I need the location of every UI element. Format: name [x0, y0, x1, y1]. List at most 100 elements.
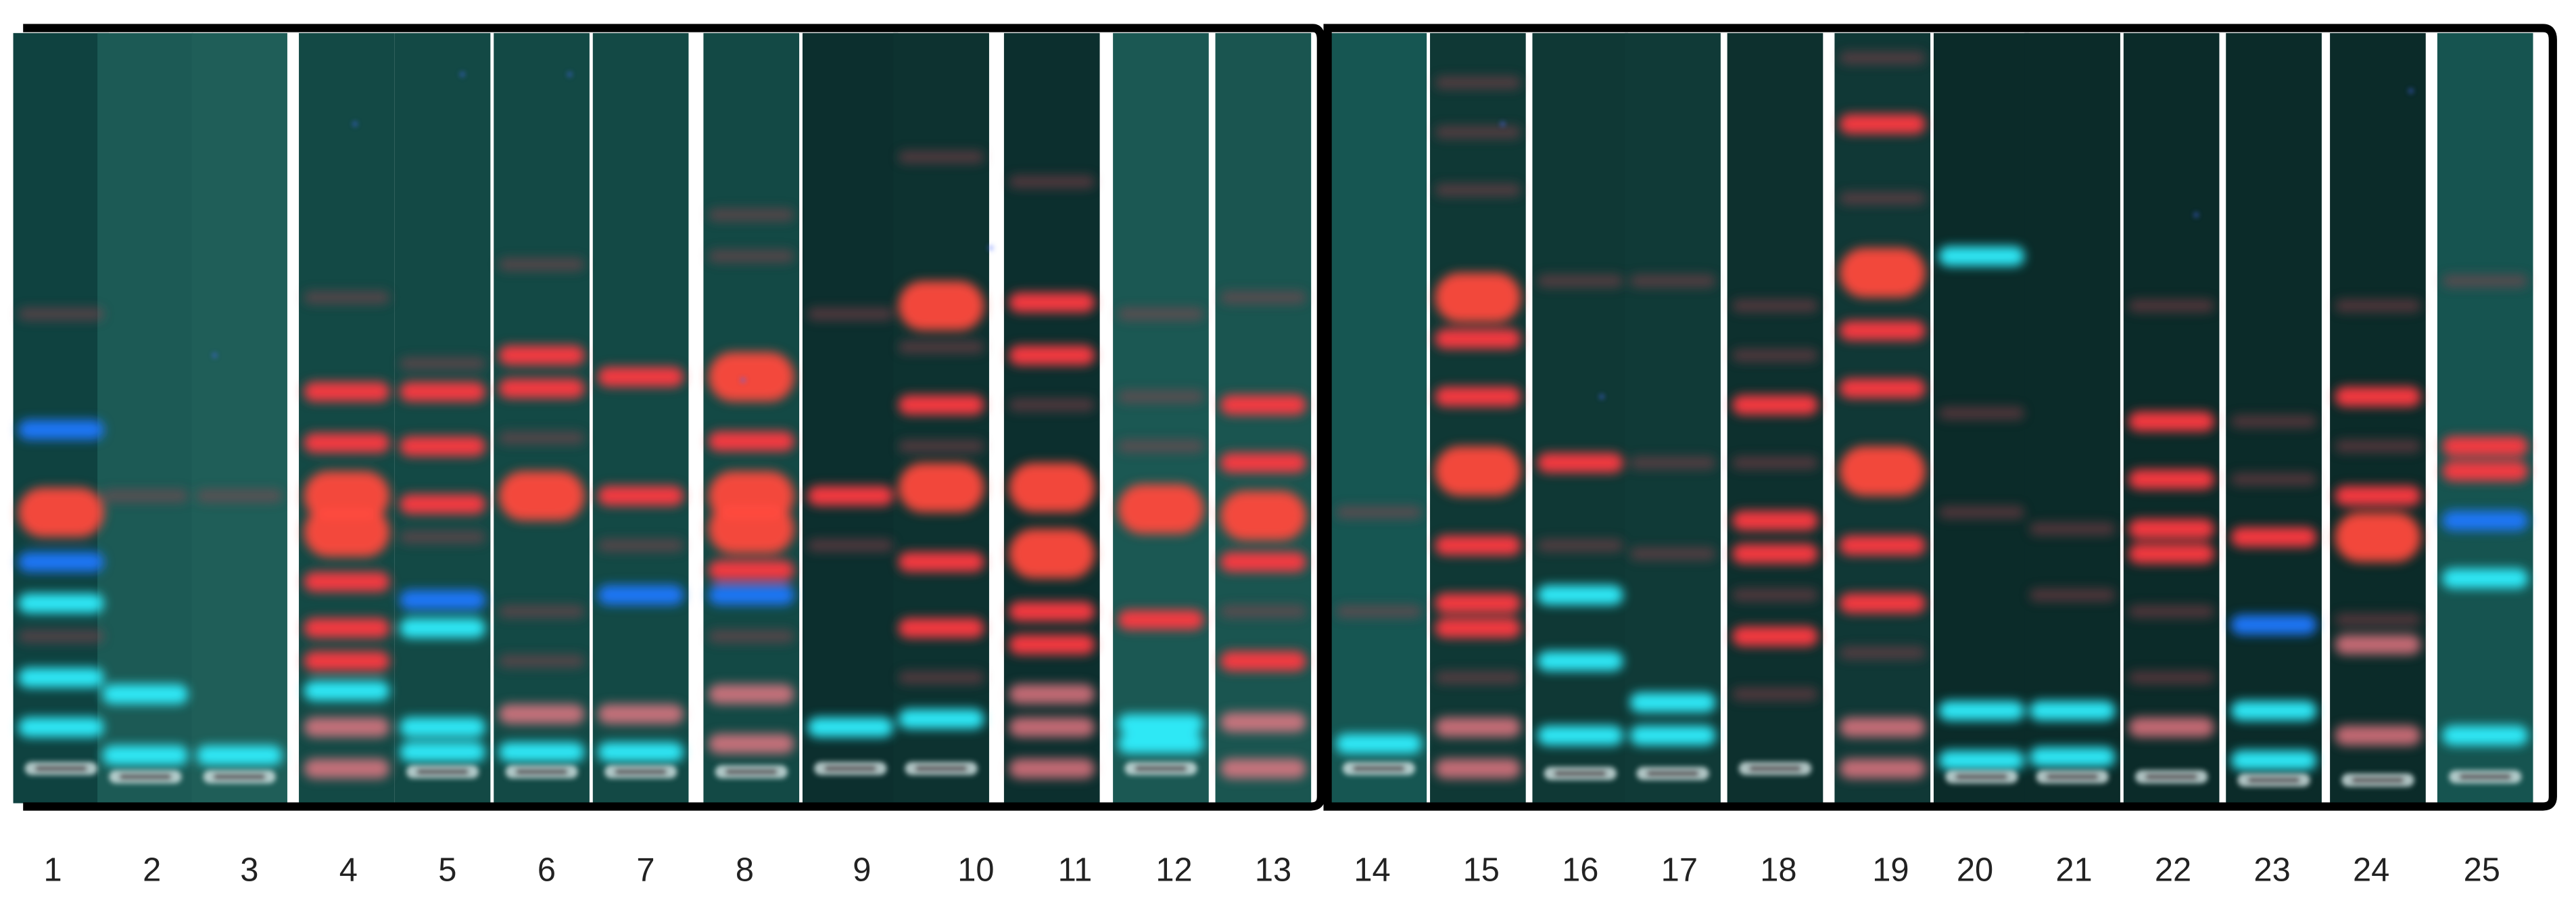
band	[1732, 395, 1818, 415]
band	[1839, 758, 1926, 778]
band	[2029, 522, 2116, 536]
band	[1220, 552, 1306, 572]
lane-background	[1834, 32, 1931, 803]
band	[1839, 535, 1926, 556]
band	[498, 654, 585, 668]
band	[18, 487, 104, 538]
lane-label: 21	[2055, 852, 2092, 888]
lane-background	[2437, 32, 2533, 803]
band	[2335, 634, 2421, 655]
band	[2335, 299, 2421, 312]
band	[1220, 291, 1306, 304]
baseline-core	[1134, 765, 1188, 772]
band	[18, 307, 104, 321]
lane-background	[97, 32, 193, 803]
band	[2335, 440, 2421, 453]
baseline-core	[725, 768, 778, 776]
lane-label: 1	[44, 852, 62, 888]
band	[304, 572, 390, 592]
band	[1732, 687, 1818, 701]
band	[400, 530, 486, 544]
band	[498, 742, 585, 762]
lane-background	[1331, 32, 1427, 803]
band	[598, 742, 684, 762]
baseline-core	[614, 768, 667, 776]
band	[1220, 758, 1306, 778]
band	[1435, 671, 1521, 684]
band	[2442, 725, 2529, 746]
band	[498, 378, 585, 398]
band	[1732, 511, 1818, 531]
band	[898, 340, 984, 354]
baseline-core	[824, 765, 877, 772]
band	[2335, 725, 2421, 746]
band	[1118, 390, 1204, 404]
band	[1009, 601, 1095, 622]
band	[708, 504, 794, 554]
band	[598, 703, 684, 724]
band	[1009, 684, 1095, 704]
band	[1009, 345, 1095, 366]
band	[708, 431, 794, 452]
band	[1938, 701, 2025, 721]
lane-background	[893, 32, 989, 803]
band	[1839, 378, 1926, 398]
baseline-core	[1646, 770, 1700, 777]
band	[1220, 651, 1306, 672]
lane-background	[1532, 32, 1629, 803]
band	[196, 489, 283, 503]
band	[1938, 750, 2025, 770]
band	[598, 585, 684, 605]
band	[18, 668, 104, 688]
band	[400, 717, 486, 737]
band	[400, 494, 486, 514]
lane-label: 19	[1872, 852, 1909, 888]
band	[1435, 617, 1521, 638]
band	[400, 590, 486, 610]
band	[1629, 274, 1716, 288]
band	[1118, 440, 1204, 453]
band	[1435, 593, 1521, 613]
band	[1009, 398, 1095, 412]
baseline-core	[915, 765, 968, 772]
band	[1435, 76, 1521, 89]
band	[1938, 505, 2025, 519]
lane-label: 3	[240, 852, 258, 888]
speck	[352, 122, 358, 126]
band	[304, 680, 390, 701]
lane-label: 2	[143, 852, 161, 888]
band	[708, 208, 794, 222]
band	[18, 552, 104, 572]
band	[2442, 568, 2529, 588]
lane-label: 4	[339, 852, 358, 888]
band	[598, 486, 684, 506]
band	[708, 733, 794, 754]
band	[1220, 605, 1306, 618]
lane-background	[191, 32, 287, 803]
band	[1118, 307, 1204, 321]
band	[18, 717, 104, 737]
band	[1335, 733, 1422, 754]
band	[1537, 725, 1623, 746]
lane-background	[394, 32, 491, 803]
band	[2128, 543, 2215, 564]
band	[1839, 593, 1926, 613]
band	[196, 745, 283, 766]
speck	[567, 72, 572, 77]
band	[1732, 299, 1818, 312]
lane-label: 9	[853, 852, 871, 888]
band	[1435, 535, 1521, 556]
lane-background	[802, 32, 899, 803]
band	[1938, 406, 2025, 420]
band	[1220, 490, 1306, 541]
band	[1009, 634, 1095, 655]
speck	[2194, 212, 2199, 217]
band	[1435, 125, 1521, 139]
band	[304, 651, 390, 672]
band	[2128, 605, 2215, 618]
lane-label: 16	[1562, 852, 1598, 888]
band	[400, 617, 486, 638]
band	[2442, 436, 2529, 457]
